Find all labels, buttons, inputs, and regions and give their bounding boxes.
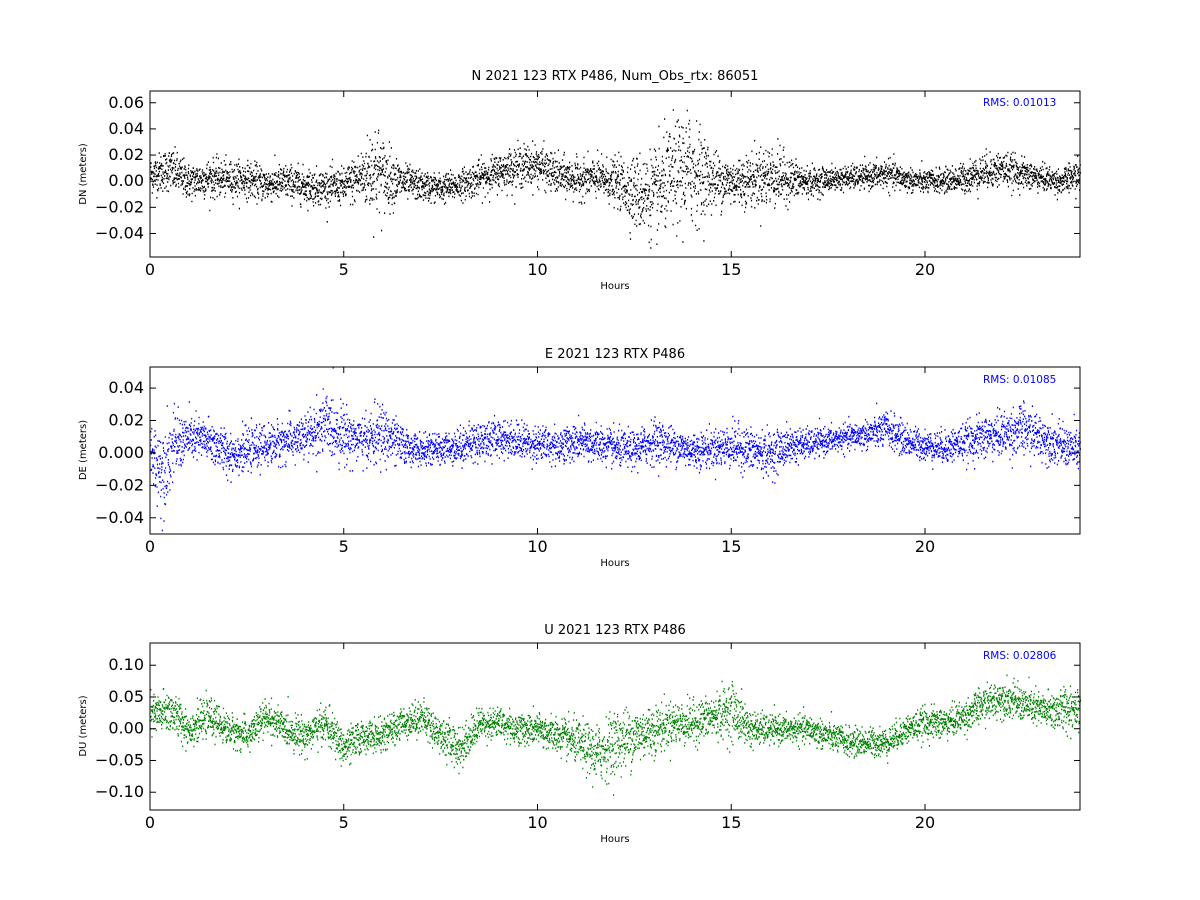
up-y-tick-label: −0.05	[95, 750, 144, 769]
north-x-tick-label: 5	[339, 260, 349, 279]
east-y-tick-label: 0.02	[108, 411, 144, 430]
up-x-tick-label: 20	[915, 813, 935, 832]
north-x-tick-label: 15	[721, 260, 741, 279]
north-x-axis-label: Hours	[600, 281, 629, 292]
up-x-axis: 0 5 10 15 20	[145, 643, 935, 832]
up-series-points	[150, 674, 1081, 796]
east-panel: E 2021 123 RTX P486 0 5 10 15 20 −0.04−0.020…	[78, 347, 1081, 569]
north-chart-title: N 2021 123 RTX P486, Num_Obs_rtx: 86051	[472, 69, 759, 84]
north-panel: N 2021 123 RTX P486, Num_Obs_rtx: 86051 …	[78, 69, 1081, 292]
east-y-tick-label: 0.04	[108, 378, 144, 397]
up-x-tick-label: 10	[527, 813, 547, 832]
up-y-tick-label: 0.00	[108, 719, 144, 738]
up-y-tick-label: 0.05	[108, 687, 144, 706]
up-chart-title: U 2021 123 RTX P486	[544, 623, 686, 638]
north-y-tick-label: −0.04	[95, 223, 144, 242]
north-x-axis: 0 5 10 15 20	[145, 91, 935, 279]
up-x-tick-label: 5	[339, 813, 349, 832]
east-plot-frame	[149, 366, 1081, 535]
up-y-axis-label: DU (meters)	[78, 695, 89, 756]
up-panel: U 2021 123 RTX P486 0 5 10 15 20 −0.10−0.050…	[78, 623, 1081, 845]
up-data-points	[150, 674, 1081, 796]
north-x-tick-label: 10	[527, 260, 547, 279]
north-x-tick-label: 0	[145, 260, 155, 279]
north-y-tick-label: 0.06	[108, 93, 144, 112]
east-y-axis: −0.04 −0.02 0.000 0.02 0.04	[95, 378, 1080, 527]
east-x-axis-label: Hours	[600, 558, 629, 569]
east-x-tick-label: 20	[915, 537, 935, 556]
east-y-tick-label: 0.000	[98, 443, 144, 462]
north-y-tick-label: −0.02	[95, 197, 144, 216]
north-series-points	[150, 109, 1081, 249]
north-plot-frame	[149, 90, 1081, 258]
up-y-axis: −0.10 −0.05 0.00 0.05 0.10	[95, 655, 1080, 801]
up-y-tick-label: −0.10	[95, 782, 144, 801]
up-y-tick-label: 0.10	[108, 655, 144, 674]
east-y-axis-label: DE (meters)	[78, 420, 89, 480]
east-y-tick-label: −0.04	[95, 508, 144, 527]
east-series-points	[150, 367, 1081, 532]
east-x-tick-label: 15	[721, 537, 741, 556]
up-x-axis-label: Hours	[600, 834, 629, 845]
north-rms-annotation: RMS: 0.01013	[983, 97, 1056, 109]
east-y-tick-label: −0.02	[95, 475, 144, 494]
east-x-axis: 0 5 10 15 20	[145, 367, 935, 556]
north-y-tick-label: 0.02	[108, 145, 144, 164]
north-data-points	[150, 109, 1081, 249]
up-plot-frame	[149, 642, 1081, 811]
up-x-tick-label: 0	[145, 813, 155, 832]
east-x-tick-label: 0	[145, 537, 155, 556]
east-rms-annotation: RMS: 0.01085	[983, 374, 1056, 386]
north-y-tick-label: 0.04	[108, 119, 144, 138]
north-y-axis-label: DN (meters)	[78, 143, 89, 205]
east-chart-title: E 2021 123 RTX P486	[545, 347, 685, 362]
up-rms-annotation: RMS: 0.02806	[983, 650, 1057, 662]
east-x-tick-label: 5	[339, 537, 349, 556]
east-x-tick-label: 10	[527, 537, 547, 556]
north-y-axis: −0.04 −0.02 0.00 0.02 0.04 0.06	[95, 93, 1080, 242]
east-data-points	[150, 367, 1081, 532]
north-x-tick-label: 20	[915, 260, 935, 279]
north-y-tick-label: 0.00	[108, 171, 144, 190]
up-x-tick-label: 15	[721, 813, 741, 832]
